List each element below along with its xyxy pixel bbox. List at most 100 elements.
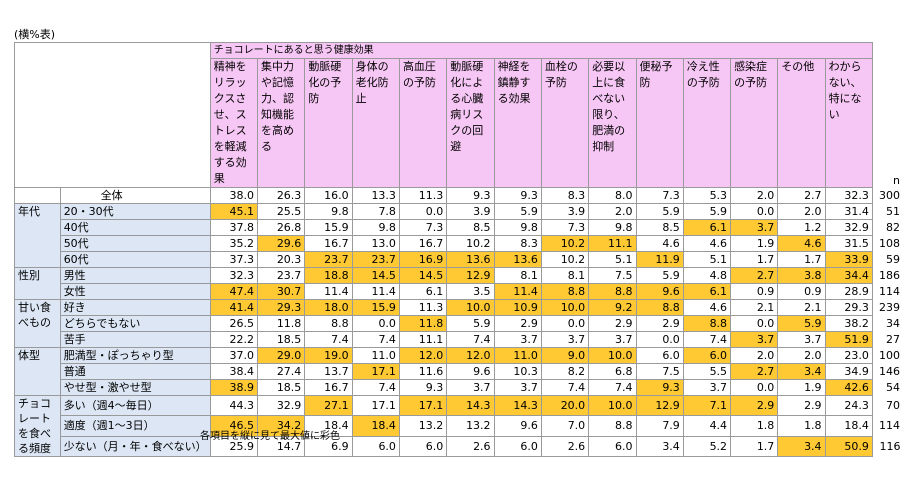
cell: 7.0 xyxy=(540,415,590,437)
n-cell: 51 xyxy=(886,205,900,218)
n-header: n xyxy=(893,173,900,187)
cell: 8.8 xyxy=(588,415,637,437)
cell: 13.6 xyxy=(446,251,495,268)
cell: 2.6 xyxy=(446,435,495,458)
cell: 5.1 xyxy=(588,251,637,268)
group-label: 性別 xyxy=(14,267,61,300)
group-label: 甘い食べもの xyxy=(14,299,61,348)
cell: 7.4 xyxy=(351,379,400,396)
cell: 6.1 xyxy=(398,283,448,300)
cell: 3.4 xyxy=(777,363,826,380)
cell: 38.9 xyxy=(209,379,259,396)
cell: 2.9 xyxy=(777,394,826,417)
cell: 6.0 xyxy=(588,435,637,458)
cell: 7.3 xyxy=(398,219,448,236)
cell: 6.1 xyxy=(682,283,732,300)
cell: 22.2 xyxy=(209,331,259,348)
cell: 20.3 xyxy=(256,251,306,268)
n-cell: 59 xyxy=(886,253,900,266)
cell: 41.4 xyxy=(209,299,259,316)
cell: 2.0 xyxy=(730,187,779,204)
cell: 11.0 xyxy=(351,347,400,364)
cell: 1.7 xyxy=(730,435,779,458)
column-header: その他 xyxy=(777,58,826,188)
row-label: 女性 xyxy=(59,283,211,300)
cell: 3.9 xyxy=(446,203,495,220)
column-header: 動脈硬化による心臓病リスクの回避 xyxy=(446,58,495,188)
cell: 5.2 xyxy=(682,435,732,458)
cell: 8.1 xyxy=(540,267,590,284)
cell: 42.6 xyxy=(824,379,873,396)
cell: 5.9 xyxy=(446,315,495,332)
cell: 32.9 xyxy=(256,394,306,417)
cell: 5.9 xyxy=(682,203,732,220)
cell: 11.8 xyxy=(398,315,448,332)
cell: 5.1 xyxy=(682,251,732,268)
cell: 2.7 xyxy=(730,363,779,380)
cell: 9.8 xyxy=(351,219,400,236)
row-label: 苦手 xyxy=(59,331,211,348)
cell: 18.0 xyxy=(304,299,353,316)
cell: 8.8 xyxy=(588,283,637,300)
cell: 3.5 xyxy=(446,283,495,300)
cell: 2.9 xyxy=(493,315,542,332)
cell: 9.6 xyxy=(493,415,542,437)
cell: 11.1 xyxy=(398,331,448,348)
cell: 8.3 xyxy=(493,235,542,252)
n-cell: 70 xyxy=(886,399,900,413)
cell: 4.6 xyxy=(682,299,732,316)
cell: 2.0 xyxy=(777,347,826,364)
cell: 38.0 xyxy=(209,187,259,204)
cell: 12.9 xyxy=(446,267,495,284)
n-cell: 300 xyxy=(879,189,900,202)
cell: 7.4 xyxy=(588,379,637,396)
n-cell: 114 xyxy=(879,285,900,298)
cell: 13.6 xyxy=(493,251,542,268)
cell: 3.4 xyxy=(635,435,684,458)
cell: 16.7 xyxy=(304,235,353,252)
row-label: 普通 xyxy=(59,363,211,380)
group-blank xyxy=(14,187,61,204)
cell: 16.7 xyxy=(304,379,353,396)
column-header: 精神をリラックスさせ、ストレスを軽減する効果 xyxy=(209,58,259,188)
cell: 20.0 xyxy=(540,394,590,417)
table-row: 適度（週1～3日） 46.5 34.2 18.4 18.4 13.2 13.2 9.6 7.0 8… xyxy=(15,415,903,437)
cell: 3.7 xyxy=(493,379,542,396)
table-row: 甘い食べもの 好き 41.4 29.3 18.0 15.9 11.3 10.0 10.9 10.0… xyxy=(14,299,903,348)
cell: 3.9 xyxy=(540,203,590,220)
row-label: やせ型・激やせ型 xyxy=(59,379,211,396)
cell: 1.9 xyxy=(730,235,779,252)
cell: 6.0 xyxy=(493,435,542,458)
cell: 12.9 xyxy=(635,394,684,417)
n-cell: 54 xyxy=(886,381,900,394)
column-header: 冷え性の予防 xyxy=(682,58,732,188)
cell: 9.3 xyxy=(635,379,684,396)
cell: 16.9 xyxy=(398,251,448,268)
cell: 18.5 xyxy=(256,331,306,348)
cell: 16.7 xyxy=(398,235,448,252)
row-label: 少ない（月・年・食べない） xyxy=(59,435,211,458)
cell: 32.3 xyxy=(209,267,259,284)
cell: 2.7 xyxy=(777,187,826,204)
header-group: チョコレートにあると思う健康効果 xyxy=(209,42,873,59)
table-row: やせ型・激やせ型 38.9 18.5 16.7 7.4 9.3 3.7 3.7 7.4 7.4 9.… xyxy=(15,379,903,396)
group-label: 年代 xyxy=(14,203,61,268)
table-row: 女性 47.4 30.7 11.4 11.4 6.1 3.5 11.4 8.8 8.8 9.6 6.1… xyxy=(15,283,903,300)
cell: 23.7 xyxy=(304,251,353,268)
cell: 51.9 xyxy=(824,331,873,348)
cell: 18.4 xyxy=(351,415,400,437)
row-label: 50代 xyxy=(59,235,211,252)
row-label: 多い（週4～毎日） xyxy=(59,394,211,417)
cell: 3.8 xyxy=(777,267,826,284)
cell: 37.8 xyxy=(209,219,259,236)
cell: 10.0 xyxy=(446,299,495,316)
column-header: わからない、特にない xyxy=(824,58,873,188)
cell: 6.8 xyxy=(588,363,637,380)
cell: 44.3 xyxy=(209,394,259,417)
cell: 3.7 xyxy=(730,331,779,348)
n-cell: 27 xyxy=(886,333,900,346)
cell: 3.4 xyxy=(777,435,826,458)
cell: 1.7 xyxy=(730,251,779,268)
table-row: 40代 37.8 26.8 15.9 9.8 7.3 8.5 9.8 7.3 9.8 8.5 6.1 3… xyxy=(15,219,903,236)
cell: 17.1 xyxy=(398,394,448,417)
